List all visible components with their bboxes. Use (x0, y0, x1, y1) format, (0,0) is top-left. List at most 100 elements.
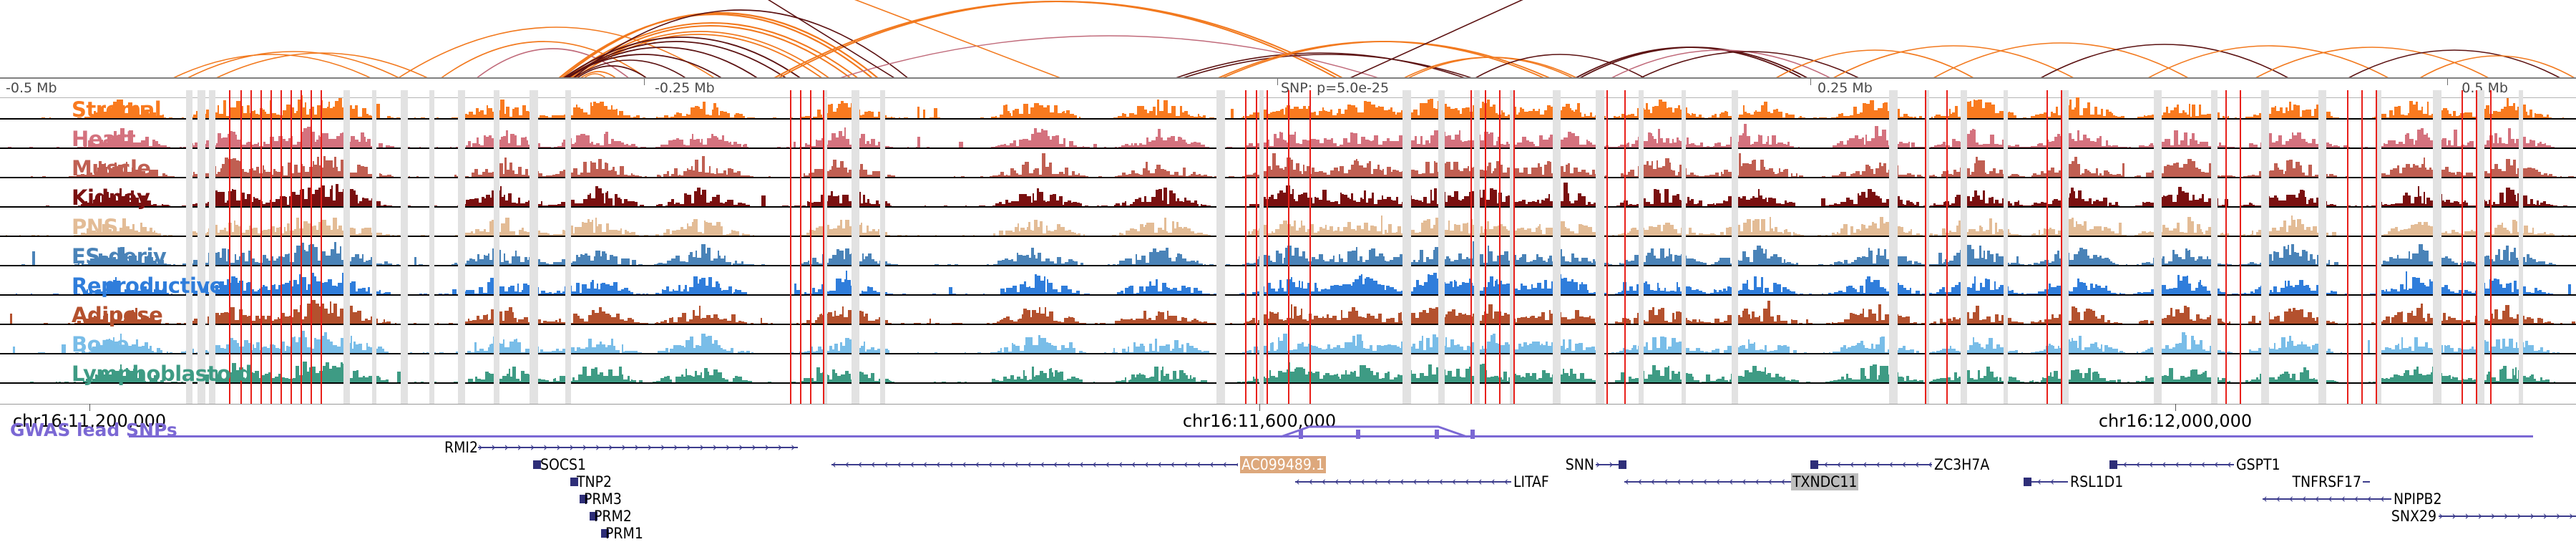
signal-bar (223, 100, 226, 120)
signal-bar (1693, 113, 1696, 120)
signal-bar (2509, 105, 2513, 120)
signal-bar (2302, 110, 2306, 120)
signal-bar (817, 110, 821, 120)
signal-bar (2174, 107, 2177, 120)
signal-bar (120, 127, 125, 149)
signal-bar (1008, 111, 1010, 120)
interaction-arc (214, 52, 430, 79)
signal-bar (296, 110, 298, 120)
signal-bar (84, 144, 87, 149)
signal-bar (322, 133, 325, 149)
signal-bar (230, 131, 233, 149)
signal-bar (369, 115, 371, 120)
signal-bar (1388, 110, 1390, 120)
signal-bar (1253, 112, 1257, 120)
signal-bar (718, 115, 720, 120)
signal-bar (608, 109, 611, 120)
signal-bar (252, 110, 254, 120)
signal-bar (311, 132, 315, 149)
signal-bar (1914, 116, 1916, 120)
signal-bar (107, 110, 109, 120)
ruler-tick (1277, 79, 1278, 85)
signal-bar (243, 113, 247, 120)
signal-bar (2331, 115, 2333, 120)
signal-bar (376, 104, 380, 120)
signal-bar (301, 132, 303, 149)
signal-bar (1614, 116, 1616, 120)
signal-bar (1413, 110, 1418, 120)
signal-bar (263, 109, 265, 120)
signal-bar (716, 107, 718, 120)
signal-bar (1000, 115, 1003, 120)
signal-bar (1988, 102, 1991, 120)
signal-bar (193, 145, 195, 149)
signal-bar (862, 115, 864, 120)
signal-bar (1520, 107, 1522, 120)
signal-bar (1144, 109, 1147, 120)
interaction-arc (2039, 44, 2290, 79)
signal-bar (1908, 116, 1909, 120)
signal-bar (165, 145, 167, 149)
signal-bar (379, 142, 383, 149)
signal-bar (1332, 115, 1337, 120)
interaction-arc (572, 59, 688, 79)
signal-bar (141, 105, 145, 120)
signal-bar (1357, 112, 1362, 120)
signal-bar (1455, 108, 1458, 120)
signal-bar (2177, 105, 2179, 120)
signal-bar (484, 114, 487, 120)
signal-bar (1371, 105, 1375, 120)
signal-bar (1319, 110, 1322, 120)
signal-bar (1878, 108, 1880, 120)
signal-bar (323, 107, 327, 120)
interaction-arc (1402, 57, 1575, 79)
track-pns: PNS (0, 208, 2576, 239)
signal-bar (2069, 100, 2072, 120)
signal-bar (2147, 115, 2152, 120)
signal-bar (1919, 115, 1922, 120)
signal-bar (1515, 107, 1516, 120)
signal-bar (2469, 112, 2472, 120)
signal-bar (2534, 112, 2536, 120)
signal-bar (1581, 116, 1584, 120)
signal-bar (248, 142, 252, 149)
interaction-arc (562, 37, 802, 79)
signal-bar (809, 115, 810, 120)
signal-bar (1761, 105, 1764, 120)
interaction-arc (396, 26, 716, 79)
signal-bar (226, 115, 230, 120)
signal-bar (674, 115, 676, 120)
signal-bar (864, 112, 868, 120)
signal-bar (1308, 106, 1310, 120)
signal-bar (2199, 105, 2201, 120)
signal-bar (1176, 116, 1180, 120)
signal-bar (2456, 116, 2459, 120)
signal-bar (2493, 111, 2497, 120)
signal-bar (577, 107, 580, 120)
signal-bar (1030, 107, 1034, 120)
signal-bar (833, 112, 836, 120)
signal-bar (1724, 111, 1727, 120)
signal-bar (1147, 112, 1149, 120)
signal-bar (2195, 115, 2199, 120)
signal-bar (362, 107, 366, 120)
snp-pvalue-label: SNP: p=5.0e-25 (1281, 80, 1390, 96)
signal-bar (2223, 115, 2225, 120)
signal-bar (522, 105, 526, 120)
signal-bar (1580, 112, 1581, 120)
signal-bar (2306, 110, 2309, 120)
signal-bar (1689, 114, 1690, 120)
signal-bar (1540, 114, 1544, 120)
signal-bar (1171, 106, 1176, 120)
signal-bar (2090, 114, 2094, 120)
signal-bar (573, 107, 576, 120)
signal-bar (2447, 110, 2449, 120)
signal-bar (569, 115, 573, 120)
signal-bar (1124, 113, 1126, 120)
signal-bar (831, 103, 833, 120)
signal-bar (100, 107, 104, 120)
signal-bar (842, 100, 844, 120)
signal-bar (1316, 115, 1319, 120)
signal-bar (743, 115, 745, 120)
